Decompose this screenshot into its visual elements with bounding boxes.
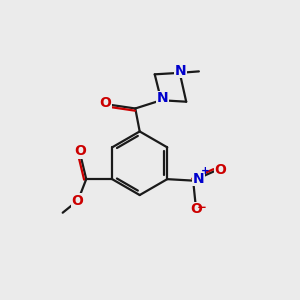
Text: −: −: [197, 201, 207, 214]
Text: N: N: [193, 172, 204, 186]
Text: N: N: [156, 92, 168, 106]
Text: +: +: [201, 166, 210, 176]
Text: O: O: [74, 144, 86, 158]
Text: O: O: [71, 194, 83, 208]
Text: O: O: [99, 96, 111, 110]
Text: N: N: [175, 64, 186, 78]
Text: O: O: [190, 202, 202, 217]
Text: O: O: [214, 163, 226, 177]
